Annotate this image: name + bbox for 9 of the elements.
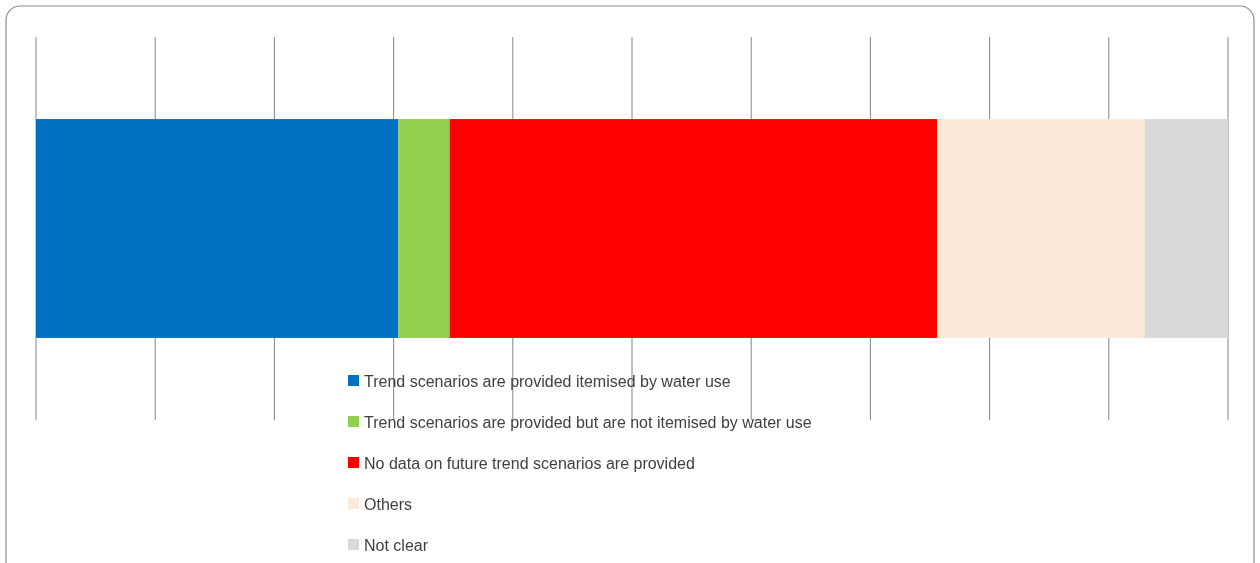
legend-label: Trend scenarios are provided but are not itemised by water use <box>364 413 812 431</box>
bar <box>398 119 450 338</box>
bar <box>937 119 1145 338</box>
bar <box>36 119 399 338</box>
bar <box>449 119 938 338</box>
legend-label: Others <box>364 495 413 513</box>
legend-label: Not clear <box>364 536 429 554</box>
legend-label: No data on future trend scenarios are provided <box>364 454 695 472</box>
bar <box>1144 119 1228 338</box>
